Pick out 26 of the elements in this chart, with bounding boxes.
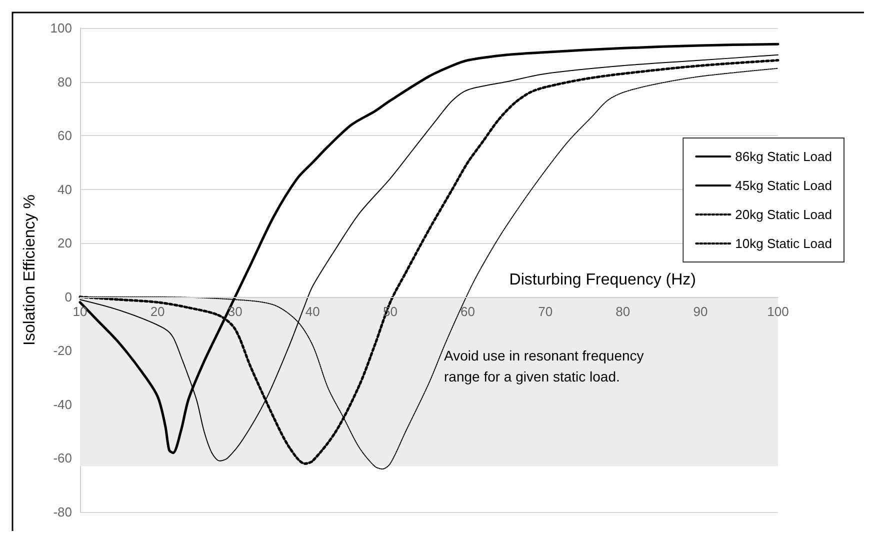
x-tick-label: 80 xyxy=(616,304,630,319)
y-tick-label: 100 xyxy=(50,20,72,36)
x-axis-title: Disturbing Frequency (Hz) xyxy=(509,272,696,288)
y-tick-label: -20 xyxy=(53,343,72,358)
y-tick-label: -80 xyxy=(53,504,72,520)
x-tick-label: 30 xyxy=(228,304,242,319)
y-tick-label: 60 xyxy=(58,128,72,144)
legend-label: 10kg Static Load xyxy=(735,236,832,251)
x-tick-label: 20 xyxy=(150,304,165,319)
y-tick-label: 20 xyxy=(58,236,72,251)
x-tick-label: 60 xyxy=(460,304,476,319)
y-tick-label: -60 xyxy=(53,450,72,466)
y-axis-title: Isolation Efficiency % xyxy=(22,194,38,346)
x-tick-label: 90 xyxy=(693,304,708,319)
x-tick-label: 70 xyxy=(538,304,553,319)
y-tick-label: 0 xyxy=(64,289,72,304)
x-tick-label: 10 xyxy=(72,304,88,319)
x-tick-label: 100 xyxy=(767,304,789,319)
legend-label: 45kg Static Load xyxy=(735,178,832,193)
x-tick-label: 40 xyxy=(305,304,320,319)
legend-label: 86kg Static Load xyxy=(735,149,832,164)
band-label: Avoid use in resonant frequency range for a given static load. xyxy=(444,348,648,384)
y-tick-label: -40 xyxy=(53,396,72,412)
legend-label: 20kg Static Load xyxy=(735,207,832,222)
y-tick-label: 40 xyxy=(58,182,72,197)
y-tick-label: 80 xyxy=(58,74,72,90)
